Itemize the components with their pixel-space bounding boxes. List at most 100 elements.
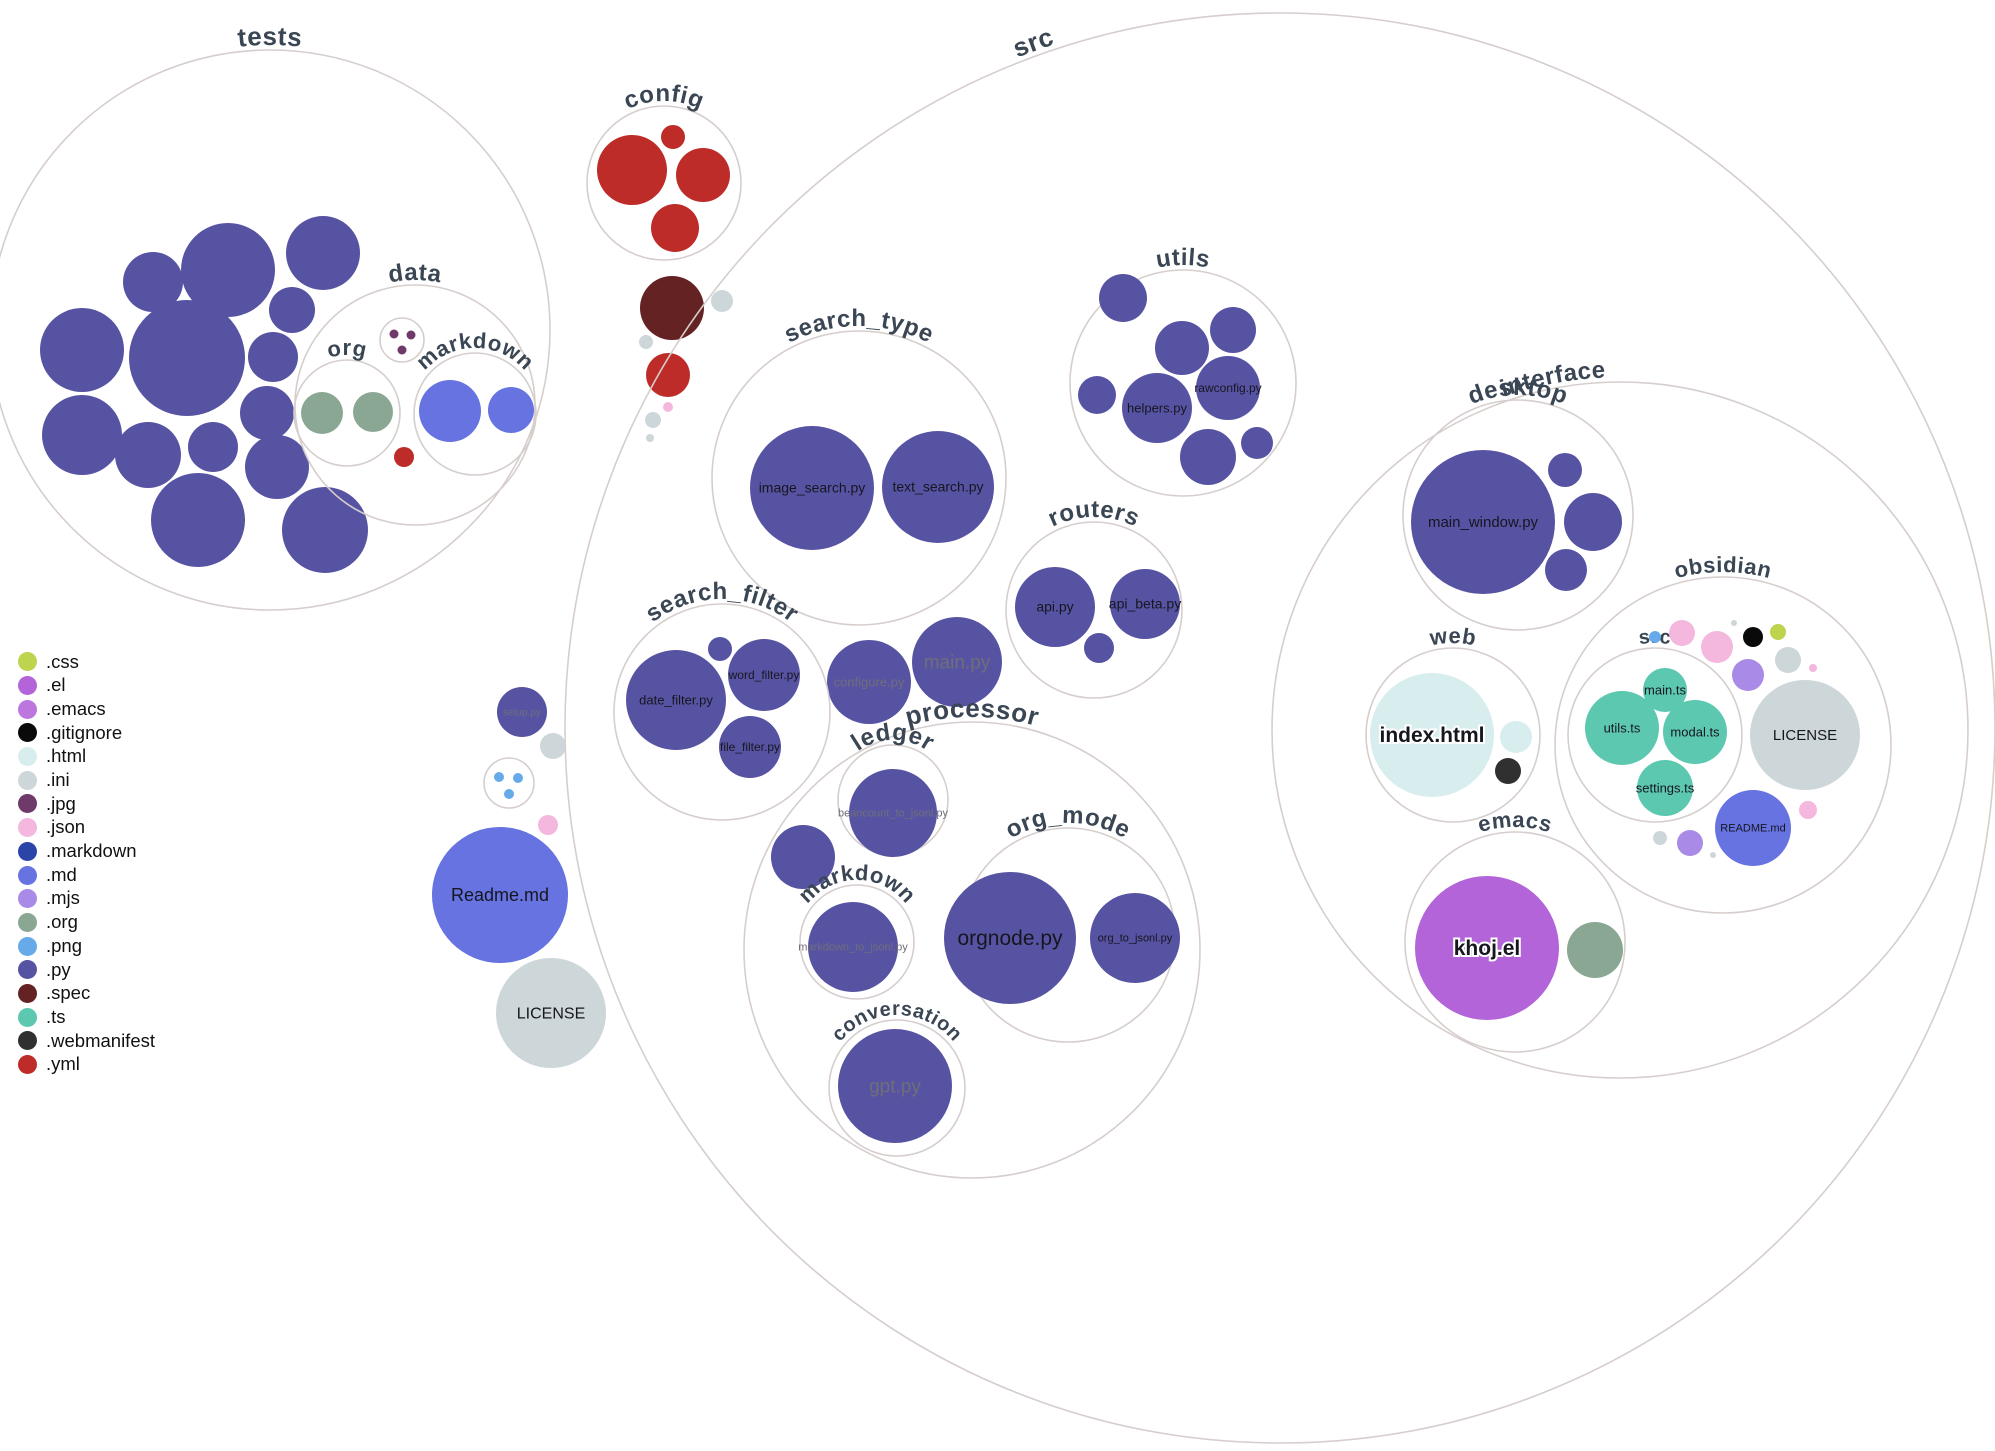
folder-root-png-group[interactable] [483,757,535,809]
file-gpt-py[interactable] [838,1029,952,1143]
file-modal-ts[interactable] [1663,700,1727,764]
folder-config[interactable] [586,105,742,261]
file-obsidian-ini-1[interactable] [1731,620,1737,626]
file-obsidian-ini-3[interactable] [1653,831,1667,845]
file-root-ini-1[interactable] [711,290,733,312]
file-helpers-py[interactable] [1122,373,1192,443]
file-file-filter-py[interactable] [719,716,781,778]
file-api-py[interactable] [1015,567,1095,647]
file-tests-py-10[interactable] [115,422,181,488]
file-root-ini-2[interactable] [639,335,653,349]
file-tests-py-1[interactable] [123,252,183,312]
file-markdown-to-jsonl-py[interactable] [808,902,898,992]
file-utils-ts[interactable] [1585,691,1659,765]
folder-routers[interactable] [1005,521,1183,699]
file-desktop-py-2[interactable] [1564,493,1622,551]
file-configure-py[interactable] [827,640,911,724]
file-obsidian-json-2[interactable] [1701,631,1733,663]
file-config-yml-4[interactable] [651,204,699,252]
folder-emacs[interactable] [1404,831,1626,1053]
file-data-yml[interactable] [394,447,414,467]
file-tests-py-6[interactable] [129,300,245,416]
folder-conversation[interactable] [828,1019,966,1157]
file-tests-py-7[interactable] [248,332,298,382]
file-utils-py-6[interactable] [1241,427,1273,459]
file-obsidian-ini-4[interactable] [1710,852,1716,858]
file-search-filter-py[interactable] [708,637,732,661]
file-beancount-to-jsonl-py[interactable] [849,769,937,857]
folder-data-jpg-group[interactable] [379,317,425,363]
file-index-html[interactable] [1370,673,1494,797]
folder-proc-markdown[interactable] [799,884,915,1000]
file-desktop-py-1[interactable] [1548,453,1582,487]
file-tests-py-12[interactable] [245,435,309,499]
folder-obsidian[interactable] [1554,576,1892,914]
file-root-license[interactable] [496,958,606,1068]
file-api-beta-py[interactable] [1110,569,1180,639]
folder-data-markdown[interactable] [413,352,537,476]
file-tests-py-5[interactable] [40,308,124,392]
folder-interface[interactable] [1271,381,1969,1079]
file-rawconfig-py[interactable] [1196,356,1260,420]
file-root-ini-4[interactable] [646,434,654,442]
file-obsidian-ini-2[interactable] [1775,647,1801,673]
file-data-org-1[interactable] [301,392,343,434]
file-config-yml-1[interactable] [597,135,667,205]
folder-search-type[interactable] [711,330,1007,626]
file-obsidian-json-3[interactable] [1809,664,1817,672]
file-main-py[interactable] [912,617,1002,707]
file-obsidian-json-4[interactable] [1799,801,1817,819]
file-data-md-1[interactable] [419,380,481,442]
file-khoj-el[interactable] [1415,876,1559,1020]
file-tests-py-9[interactable] [42,395,122,475]
file-data-org-2[interactable] [353,392,393,432]
folder-web[interactable] [1365,647,1541,823]
file-obsidian-mjs-2[interactable] [1677,830,1703,856]
file-main-ts[interactable] [1643,668,1687,712]
file-utils-py-4[interactable] [1078,376,1116,414]
file-data-jpg-3[interactable] [397,345,407,355]
folder-data-org[interactable] [293,359,401,467]
file-word-filter-py[interactable] [728,639,800,711]
file-root-ini-3[interactable] [645,412,661,428]
file-text-search-py[interactable] [882,431,994,543]
file-desktop-py-3[interactable] [1545,549,1587,591]
file-emacs-org[interactable] [1567,922,1623,978]
file-obsidian-license[interactable] [1750,680,1860,790]
file-config-yml-3[interactable] [676,148,730,202]
file-utils-py-2[interactable] [1155,321,1209,375]
folder-desktop[interactable] [1402,399,1634,631]
folder-search-filter[interactable] [613,603,831,821]
folder-tests[interactable] [0,49,551,611]
file-tests-py-11[interactable] [188,422,238,472]
file-tests-py-2[interactable] [181,223,275,317]
file-image-search-py[interactable] [750,426,874,550]
folder-utils[interactable] [1069,269,1297,497]
file-tests-py-4[interactable] [269,287,315,333]
file-root-spec[interactable] [640,276,704,340]
file-obsidian-json-1[interactable] [1669,620,1695,646]
file-org-to-jsonl-py[interactable] [1090,893,1180,983]
file-obsidian-css[interactable] [1770,624,1786,640]
folder-src[interactable] [564,12,1995,1444]
file-settings-ts[interactable] [1637,760,1693,816]
folder-processor[interactable] [743,721,1201,1179]
file-tests-py-3[interactable] [286,216,360,290]
file-tests-py-8[interactable] [240,386,294,440]
file-root-setup-py[interactable] [497,687,547,737]
file-routers-py[interactable] [1084,633,1114,663]
file-root-png-2[interactable] [513,773,523,783]
file-date-filter-py[interactable] [626,650,726,750]
file-root-ini-5[interactable] [540,733,566,759]
file-tests-py-14[interactable] [282,487,368,573]
file-utils-py-5[interactable] [1180,429,1236,485]
file-data-jpg-2[interactable] [406,330,416,340]
file-web-html[interactable] [1500,721,1532,753]
file-root-png-3[interactable] [504,789,514,799]
file-root-yml[interactable] [646,353,690,397]
file-main-window-py[interactable] [1411,450,1555,594]
file-obsidian-readme-md[interactable] [1715,790,1791,866]
file-config-yml-2[interactable] [661,125,685,149]
file-tests-py-13[interactable] [151,473,245,567]
file-obsidian-png[interactable] [1649,631,1661,643]
